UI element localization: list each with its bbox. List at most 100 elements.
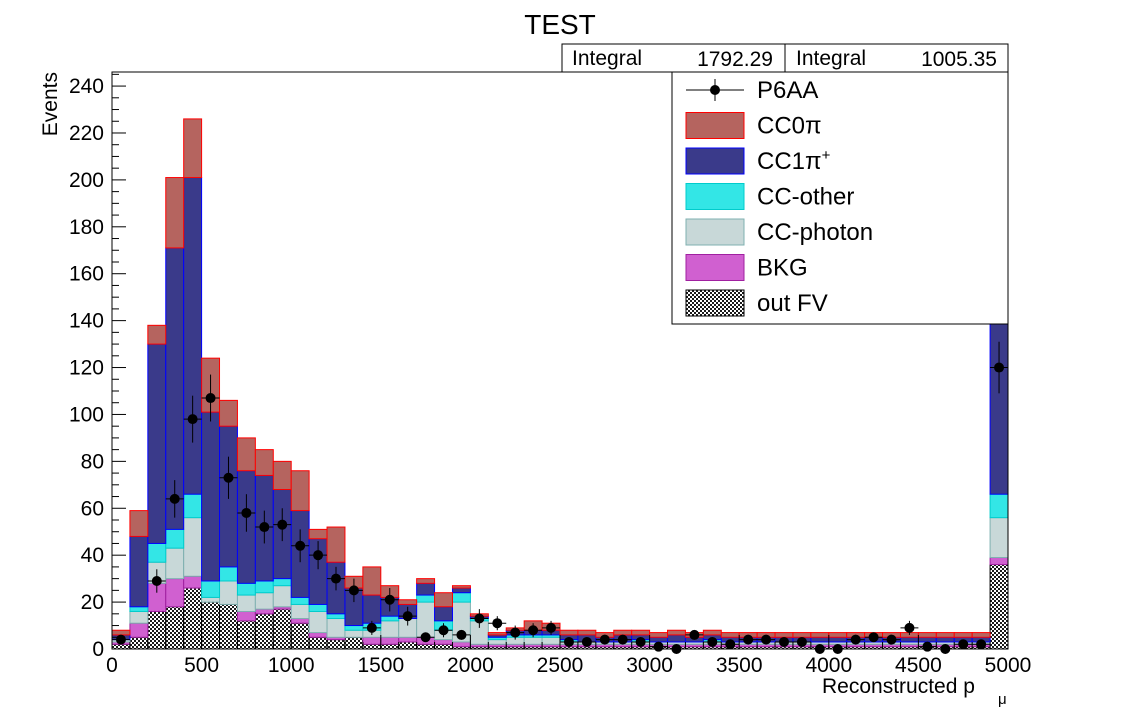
data-point	[560, 636, 578, 647]
data-point	[900, 620, 919, 635]
bar-cc1pi	[899, 636, 919, 643]
bar-ccother	[451, 592, 471, 603]
y-tick-label: 80	[81, 450, 104, 473]
bar-cc0pi	[451, 585, 471, 589]
bar-outfv	[290, 622, 310, 650]
bar-outfv	[254, 613, 274, 650]
data-point	[470, 609, 489, 628]
bar-bkg	[380, 636, 400, 645]
data-point	[506, 625, 525, 640]
bar-cc0pi	[971, 632, 991, 638]
bar-bkg	[290, 618, 310, 624]
data-point	[703, 636, 722, 647]
bar-cc0pi	[792, 632, 812, 638]
data-point	[309, 541, 328, 570]
legend-label: BKG	[757, 255, 808, 282]
bar-cc0pi	[774, 632, 794, 638]
data-point	[488, 616, 507, 631]
bar-ccphoton	[272, 585, 292, 608]
bar-ccphoton	[380, 620, 400, 638]
bar-ccphoton	[326, 618, 346, 638]
bar-cc0pi	[810, 632, 830, 638]
x-axis-label-main: Reconstructed p	[822, 675, 975, 698]
bar-cc0pi	[720, 632, 740, 638]
bar-cc1pi	[917, 636, 937, 643]
bar-ccphoton	[523, 636, 543, 645]
y-tick-label: 0	[92, 638, 104, 661]
data-point	[434, 623, 453, 638]
data-point	[147, 569, 166, 593]
bar-cc0pi	[487, 632, 507, 636]
bar-bkg	[434, 639, 453, 645]
bar-cc0pi	[577, 629, 597, 636]
bar-cc0pi	[362, 566, 382, 596]
bar-outfv	[344, 636, 364, 650]
bar-outfv	[219, 603, 238, 650]
stats-label-1: Integral	[572, 47, 642, 70]
bar-ccother	[380, 615, 400, 622]
bar-cc0pi	[308, 528, 328, 540]
legend-item-data: P6AA	[686, 77, 818, 104]
data-point	[416, 632, 435, 643]
bar-outfv	[147, 610, 167, 650]
data-point	[685, 629, 704, 640]
data-point	[739, 634, 758, 645]
bar-cc1pi	[201, 411, 221, 582]
data-point	[452, 629, 471, 640]
y-tick-label: 200	[69, 169, 104, 192]
bar-cc0pi	[953, 632, 973, 638]
bar-cc0pi	[917, 632, 937, 638]
bar-ccother	[183, 493, 203, 519]
y-tick-label: 140	[69, 310, 104, 333]
bar-cc0pi	[416, 578, 436, 584]
bar-outfv	[380, 643, 400, 650]
data-point	[201, 374, 220, 422]
bar-outfv	[416, 643, 436, 650]
legend-item-bkg: BKG	[685, 254, 808, 282]
x-tick-label: 5000	[985, 654, 1032, 677]
bar-ccother	[236, 582, 256, 596]
y-tick-label: 40	[81, 544, 104, 567]
bar-ccphoton	[183, 517, 203, 577]
bar-cc0pi	[236, 437, 256, 472]
bar-bkg	[398, 636, 418, 643]
bar-cc1pi	[667, 634, 686, 643]
data-point	[291, 529, 310, 563]
bar-ccother	[147, 542, 167, 563]
data-point	[613, 634, 632, 645]
bar-ccother	[201, 580, 221, 598]
bar-cc0pi	[147, 324, 167, 345]
axes: 0 500 1000 1500 2000 2500 3000 3500 4000 4500 5000…	[69, 73, 1032, 677]
data-point	[775, 636, 793, 647]
y-tick-label: 120	[69, 357, 104, 380]
bar-outfv	[201, 601, 221, 650]
bar-ccphoton	[487, 639, 507, 645]
bar-ccphoton	[236, 594, 256, 612]
bar-bkg	[236, 610, 256, 622]
bar-cc0pi	[183, 118, 203, 179]
bar-cc1pi	[183, 177, 203, 495]
stats-value-1: 1792.29	[697, 48, 773, 71]
bar-cc1pi	[362, 594, 382, 624]
bar-bkg	[254, 608, 274, 615]
y-axis-label: Events	[39, 72, 62, 136]
bar-ccphoton	[129, 610, 149, 624]
bar-cc1pi	[935, 636, 955, 643]
bar-cc0pi	[129, 510, 149, 537]
bar-cc1pi	[147, 343, 167, 544]
bar-outfv	[183, 587, 203, 650]
data-point	[255, 510, 274, 544]
legend-label: CC-photon	[757, 219, 873, 246]
legend-item-cc0pi: CC0π	[685, 112, 822, 140]
data-point	[327, 566, 345, 591]
bar-cc0pi	[254, 449, 274, 476]
bar-ccother	[416, 594, 436, 603]
bar-cc1pi	[129, 535, 149, 608]
bar-ccphoton	[308, 610, 328, 634]
bar-ccphoton	[201, 596, 221, 603]
data-point	[721, 639, 740, 650]
bar-bkg	[183, 575, 203, 589]
legend-label: CC1π+	[757, 147, 831, 175]
data-point	[398, 606, 417, 626]
